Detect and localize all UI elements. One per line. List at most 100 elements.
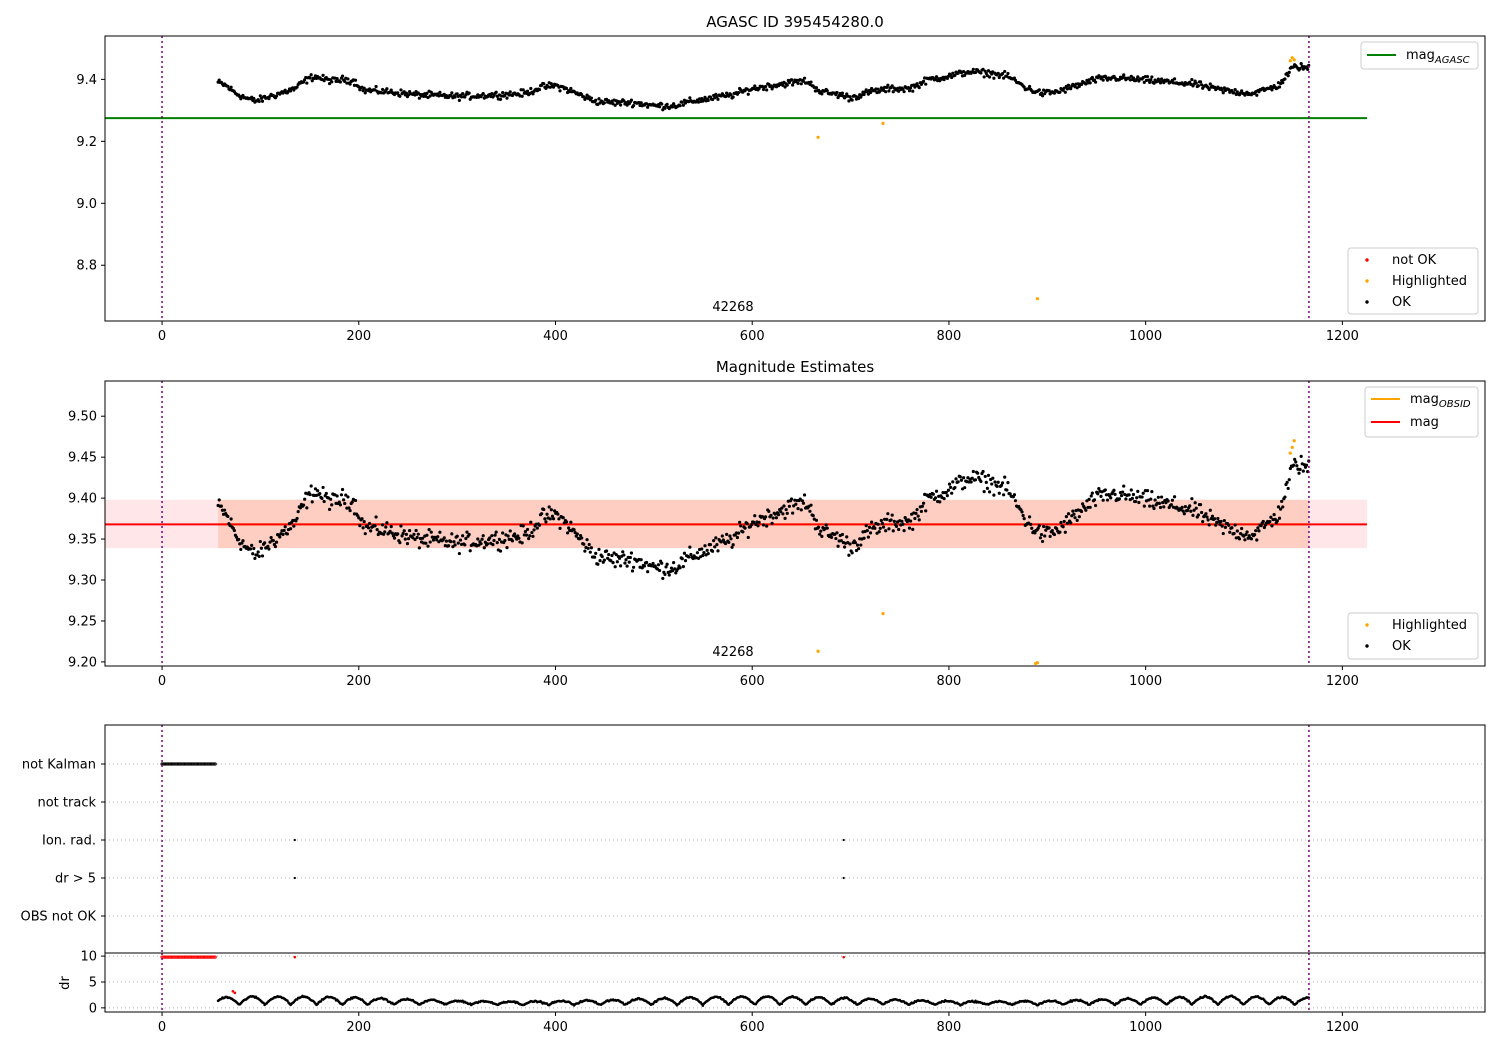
ok-point	[1243, 538, 1247, 542]
legend-ok: OK	[1392, 639, 1411, 654]
ok-point	[1119, 494, 1124, 498]
ok-point	[1097, 486, 1101, 491]
ok-point	[808, 509, 812, 513]
ok-point	[901, 522, 905, 526]
ok-point	[217, 78, 221, 82]
ok-point	[1033, 531, 1037, 535]
ok-point	[706, 551, 710, 556]
ok-point	[1062, 86, 1066, 90]
ok-point	[1201, 519, 1205, 524]
y-tick-label: 9.45	[68, 451, 97, 466]
ok-point	[442, 536, 446, 540]
ok-point	[607, 552, 611, 557]
ok-point	[868, 531, 873, 535]
ok-point	[933, 496, 938, 500]
ok-point	[520, 541, 524, 545]
ok-point	[1069, 87, 1073, 91]
ok-point	[665, 102, 669, 106]
ok-point	[908, 86, 913, 90]
ok-point	[281, 532, 285, 536]
ok-point	[848, 95, 852, 99]
ok-point	[1301, 469, 1305, 473]
ok-point	[1002, 493, 1006, 497]
ok-point	[537, 88, 542, 92]
x-tick-label: 600	[740, 674, 765, 689]
dr-flag-point	[213, 955, 217, 959]
ok-point	[263, 541, 267, 545]
ok-point	[651, 561, 655, 566]
ok-point	[796, 507, 800, 511]
y-tick-label: 5	[89, 975, 97, 990]
ok-point	[241, 539, 245, 543]
ok-point	[1040, 539, 1045, 544]
ok-point	[678, 104, 682, 108]
ok-point	[719, 540, 723, 544]
ok-point	[785, 511, 789, 515]
ok-point	[338, 503, 342, 507]
ok-point	[820, 534, 824, 538]
ok-point	[1196, 513, 1200, 517]
x-tick-label: 200	[346, 1020, 371, 1035]
ok-point	[646, 105, 650, 109]
ok-point	[745, 522, 749, 526]
ok-point	[950, 491, 954, 495]
ok-point	[310, 79, 314, 83]
ok-point	[997, 491, 1001, 495]
ok-point	[1291, 463, 1296, 467]
ok-point	[481, 534, 485, 538]
ok-point	[781, 512, 785, 516]
ok-point	[1002, 76, 1006, 80]
ok-point	[789, 497, 794, 501]
ok-point	[380, 87, 385, 92]
x-tick-label: 800	[937, 329, 962, 344]
ok-point	[769, 513, 773, 517]
ok-point	[619, 103, 623, 107]
ok-point	[1134, 499, 1138, 504]
ok-point	[700, 547, 704, 551]
ok-point	[853, 541, 857, 545]
ok-point	[217, 498, 221, 502]
ok-point	[1218, 522, 1222, 526]
ok-point	[479, 542, 483, 546]
ok-point	[396, 91, 400, 95]
ok-point	[369, 529, 373, 533]
highlighted-point	[816, 649, 820, 653]
ok-point	[549, 508, 553, 512]
ok-point	[667, 573, 671, 577]
ok-point	[622, 553, 626, 557]
ok-point	[450, 532, 454, 536]
ok-point	[392, 536, 397, 540]
ok-point	[1255, 538, 1259, 542]
ok-point	[495, 541, 499, 545]
flag-point	[212, 762, 216, 766]
ok-point	[911, 527, 915, 532]
ok-point	[891, 90, 895, 94]
panel-annotation: 42268	[712, 645, 753, 660]
ok-point	[1005, 488, 1009, 492]
flag-label: not Kalman	[22, 758, 96, 773]
ok-point	[1052, 91, 1057, 95]
magnitude-estimates-panel: Magnitude Estimates 0 200 400 600 800 1000 120…	[68, 358, 1486, 689]
ok-point	[1222, 518, 1226, 523]
y-tick-label: 10	[80, 950, 97, 965]
ok-point	[1196, 84, 1200, 88]
ok-point	[992, 493, 996, 497]
ok-point	[450, 91, 454, 95]
ok-point	[535, 526, 539, 530]
y-tick-label: 9.25	[68, 614, 97, 629]
ok-point	[1122, 73, 1126, 77]
highlighted-point	[1035, 661, 1040, 665]
ok-point	[1084, 508, 1088, 512]
ok-point	[1075, 518, 1079, 522]
ok-point	[338, 80, 342, 84]
ok-point	[461, 534, 465, 538]
ok-point	[510, 539, 515, 543]
ok-point	[1039, 532, 1044, 537]
ok-point	[802, 493, 807, 497]
ok-point	[913, 516, 917, 521]
dr-panel: 0 200 400 600 800 1000 1200 0 5 10 dr	[58, 950, 1486, 1035]
ok-point	[900, 519, 904, 523]
ok-point	[1306, 67, 1310, 71]
marker-legend: Highlighted OK	[1347, 612, 1479, 660]
ok-point	[253, 556, 257, 561]
